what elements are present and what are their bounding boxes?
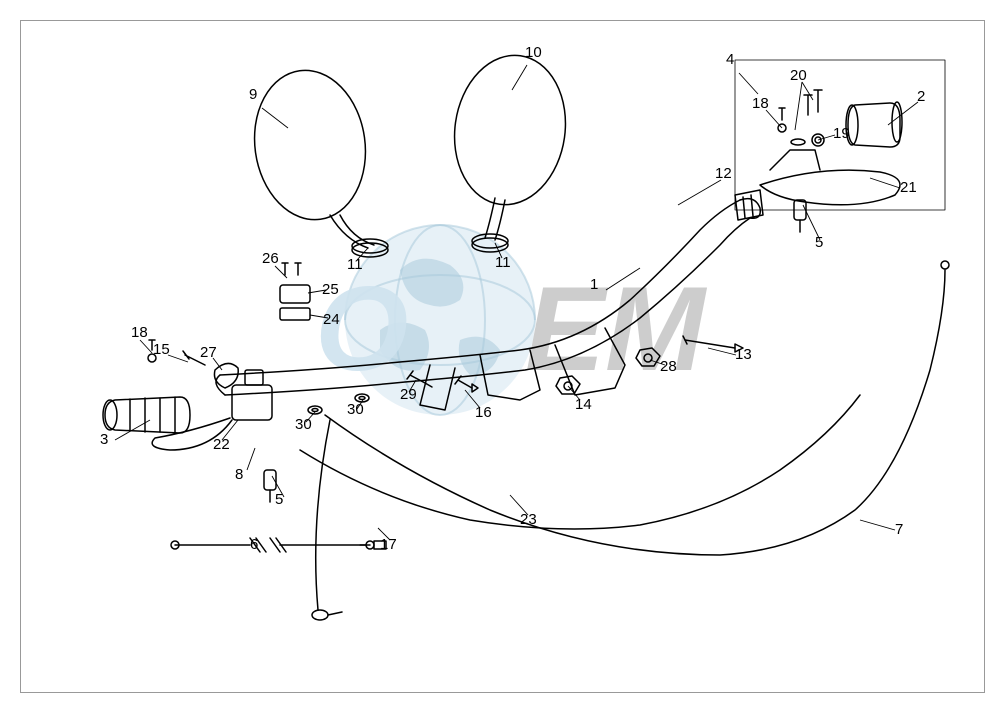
callout-14: 14 xyxy=(575,396,592,413)
callout-11: 11 xyxy=(347,256,363,273)
callout-15: 15 xyxy=(153,341,170,358)
callout-19: 19 xyxy=(833,125,850,142)
callout-8: 8 xyxy=(235,466,243,483)
callout-1: 1 xyxy=(590,276,598,293)
callout-17: 17 xyxy=(380,536,397,553)
callout-29: 29 xyxy=(400,386,417,403)
callout-2: 2 xyxy=(917,88,925,105)
callout-20: 20 xyxy=(790,67,807,84)
callout-10: 10 xyxy=(525,44,542,61)
callout-13: 13 xyxy=(735,346,752,363)
parts-svg xyxy=(0,0,1005,713)
callout-21: 21 xyxy=(900,179,917,196)
callout-3: 3 xyxy=(100,431,108,448)
callout-4: 4 xyxy=(726,51,734,68)
callout-25: 25 xyxy=(322,281,339,298)
callout-12: 12 xyxy=(715,165,732,182)
callout-26: 26 xyxy=(262,250,279,267)
callout-30: 30 xyxy=(347,401,364,418)
callout-6: 6 xyxy=(250,536,258,553)
callout-27: 27 xyxy=(200,344,217,361)
callout-9: 9 xyxy=(249,86,257,103)
callout-22: 22 xyxy=(213,436,230,453)
callout-7: 7 xyxy=(895,521,903,538)
callout-18: 18 xyxy=(131,324,148,341)
callout-23: 23 xyxy=(520,511,537,528)
callout-28: 28 xyxy=(660,358,677,375)
callout-18: 18 xyxy=(752,95,769,112)
callout-5: 5 xyxy=(275,491,283,508)
callout-5: 5 xyxy=(815,234,823,251)
callout-11: 11 xyxy=(495,254,511,271)
callout-30: 30 xyxy=(295,416,312,433)
callout-24: 24 xyxy=(323,311,340,328)
callout-16: 16 xyxy=(475,404,492,421)
